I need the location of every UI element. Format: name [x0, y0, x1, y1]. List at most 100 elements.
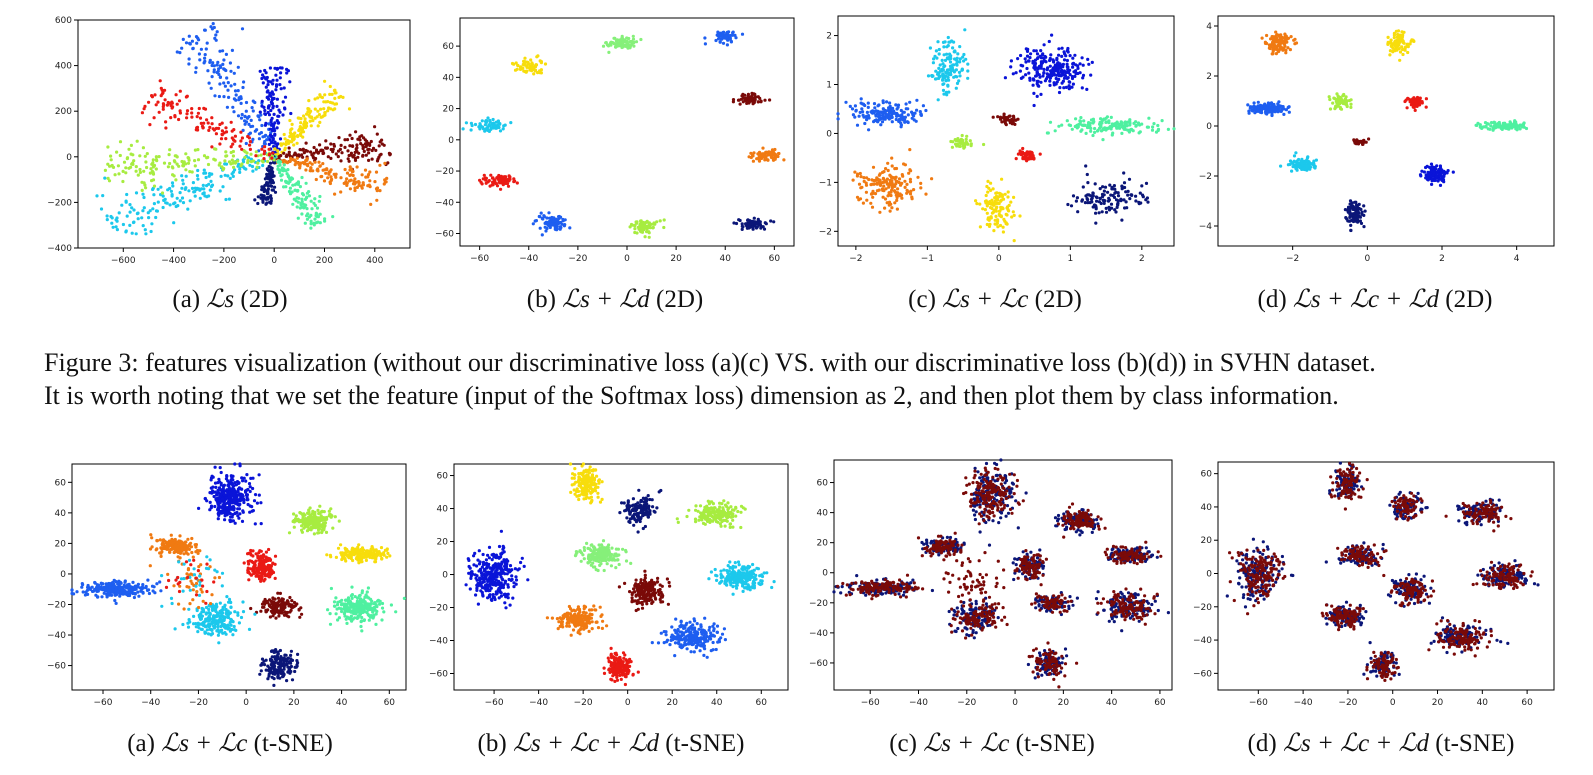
data-point — [262, 105, 266, 109]
data-point — [240, 487, 244, 491]
data-point — [258, 110, 262, 114]
data-point — [346, 157, 350, 161]
data-point — [469, 128, 473, 132]
data-point — [909, 169, 913, 173]
data-point — [1144, 181, 1149, 185]
x-tick-label: −20 — [568, 254, 587, 264]
data-point — [223, 518, 227, 522]
data-point — [1356, 220, 1360, 224]
data-point — [761, 146, 765, 150]
scatter-points — [95, 22, 392, 236]
data-point — [1294, 151, 1298, 155]
caption-prefix: (b) — [526, 286, 556, 313]
data-point — [1349, 228, 1353, 233]
data-point — [316, 109, 320, 113]
data-point — [236, 507, 240, 511]
y-tick-label: 600 — [55, 16, 72, 26]
data-point — [157, 155, 161, 159]
data-point — [1267, 46, 1271, 50]
data-point — [274, 73, 278, 77]
data-point — [303, 117, 307, 121]
x-tick-label: −400 — [161, 256, 186, 266]
data-point — [250, 164, 255, 169]
data-point — [1034, 49, 1038, 53]
data-point — [244, 479, 248, 483]
data-point — [538, 71, 542, 75]
data-point — [154, 103, 158, 107]
data-point — [318, 194, 322, 199]
y-tick-label: −1 — [819, 178, 832, 188]
data-point — [1361, 142, 1365, 146]
data-point — [882, 170, 886, 174]
data-point — [201, 183, 205, 187]
data-point — [895, 195, 899, 200]
data-point — [1343, 97, 1347, 101]
data-point — [316, 124, 320, 128]
data-point — [1042, 43, 1046, 47]
data-point — [999, 215, 1003, 219]
data-point — [538, 215, 542, 219]
data-point — [201, 126, 205, 130]
data-point — [1002, 112, 1006, 116]
data-point — [286, 168, 290, 172]
data-point — [353, 177, 357, 181]
data-point — [1030, 150, 1034, 154]
data-point — [180, 174, 184, 178]
data-point — [931, 61, 935, 65]
data-point — [218, 142, 222, 146]
data-point — [632, 44, 636, 48]
data-point — [312, 532, 316, 536]
data-point — [151, 158, 155, 162]
data-point — [271, 78, 275, 82]
data-point — [267, 97, 271, 101]
data-point — [721, 31, 725, 35]
data-point — [1004, 212, 1008, 216]
data-point — [302, 124, 306, 128]
data-point — [1081, 185, 1085, 189]
data-point — [329, 142, 333, 146]
scatter-points — [70, 462, 406, 687]
data-point — [621, 40, 625, 45]
data-point — [349, 178, 353, 182]
data-point — [334, 172, 338, 176]
data-point — [1485, 122, 1489, 126]
data-point — [1100, 195, 1105, 199]
data-point — [1054, 76, 1058, 81]
data-point — [1292, 154, 1297, 158]
data-point — [251, 109, 255, 113]
data-point — [1058, 62, 1062, 66]
data-point — [366, 148, 370, 152]
data-point — [892, 189, 897, 193]
data-point — [1076, 71, 1080, 76]
data-point — [1091, 191, 1095, 195]
data-point — [291, 202, 295, 206]
data-point — [276, 152, 280, 156]
data-point — [985, 211, 989, 215]
data-point — [739, 97, 743, 101]
data-point — [1430, 182, 1434, 186]
data-point — [865, 198, 869, 202]
data-point — [276, 149, 280, 153]
data-point — [1280, 107, 1284, 112]
data-point — [1014, 118, 1018, 122]
data-point — [1425, 164, 1429, 168]
data-point — [304, 168, 308, 172]
data-point — [1299, 159, 1303, 163]
data-point — [318, 120, 322, 124]
data-point — [655, 220, 659, 224]
data-point — [1304, 164, 1308, 168]
data-point — [175, 50, 179, 54]
data-point — [633, 223, 637, 227]
data-point — [210, 63, 214, 68]
data-point — [348, 133, 352, 137]
data-point — [1126, 128, 1130, 132]
data-point — [1122, 171, 1126, 175]
data-point — [752, 216, 756, 220]
data-point — [924, 108, 928, 113]
data-point — [854, 109, 858, 113]
data-point — [1122, 198, 1126, 202]
data-point — [309, 222, 313, 226]
data-point — [1288, 159, 1293, 163]
data-point — [1408, 42, 1412, 46]
data-point — [1398, 40, 1402, 44]
